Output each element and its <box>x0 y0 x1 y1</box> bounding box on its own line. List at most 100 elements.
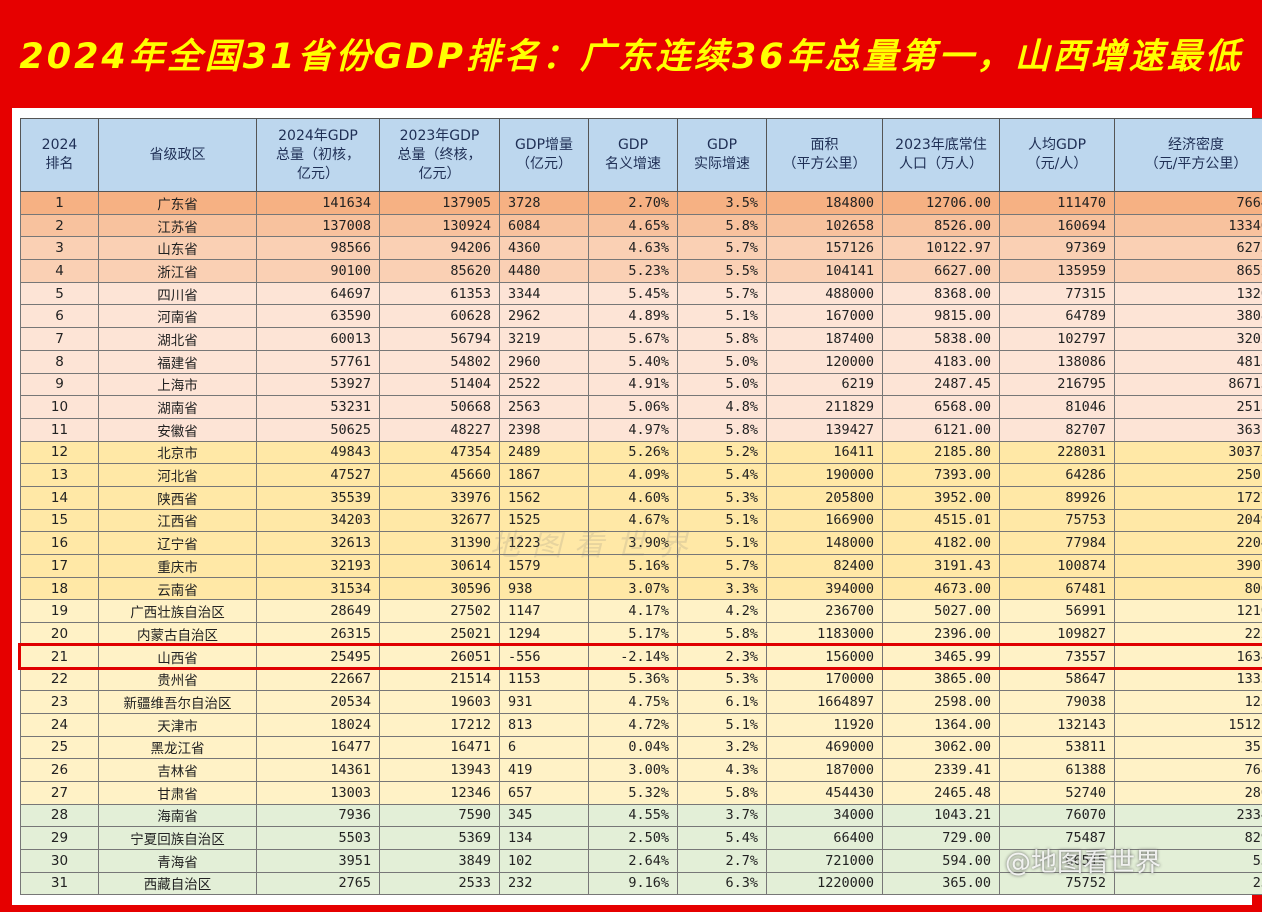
cell: 4.75% <box>588 690 678 714</box>
cell: 9.16% <box>588 871 678 896</box>
table-row: 30 青海省 3951 3849 102 2.64% 2.7% 721000 594.00 665… <box>20 848 1262 873</box>
cell: 1525 <box>499 508 589 533</box>
cell: 9 <box>20 372 99 397</box>
cell: 286 <box>1114 780 1262 805</box>
cell: 800 <box>1114 576 1262 601</box>
cell: 1043.21 <box>882 803 1000 828</box>
cell: 53231 <box>256 395 380 419</box>
table-row: 1 广东省 141634 137905 3728 2.70% 3.5% 184800 12706… <box>20 191 1262 215</box>
cell: 139427 <box>766 417 883 442</box>
table-row: 17 重庆市 32193 30614 1579 5.16% 5.7% 82400 3191.43… <box>20 554 1262 578</box>
cell: 4182.00 <box>882 531 1000 555</box>
cell: 211829 <box>766 395 883 419</box>
cell: 2204 <box>1114 531 1262 555</box>
cell: 1562 <box>499 485 589 510</box>
cell: 5.0% <box>677 372 767 397</box>
cell: 3 <box>20 236 99 261</box>
cell: 3.07% <box>588 576 678 601</box>
cell: 657 <box>499 780 589 805</box>
cell: 1147 <box>499 599 589 624</box>
cell: 729.00 <box>882 826 1000 850</box>
cell: 5.2% <box>677 440 767 465</box>
cell: 5.1% <box>677 712 767 737</box>
cell: 1183000 <box>766 622 883 646</box>
cell: 4.65% <box>588 213 678 238</box>
cell: -556 <box>499 644 589 669</box>
table-row: 3 山东省 98566 94206 4360 4.63% 5.7% 157126 10122.9… <box>20 236 1262 261</box>
cell: 2049 <box>1114 508 1262 533</box>
cell: 1220000 <box>766 871 883 896</box>
cell: 721000 <box>766 848 883 873</box>
cell: 64286 <box>999 463 1115 487</box>
table-body: 1 广东省 141634 137905 3728 2.70% 3.5% 184800 12706… <box>20 191 1262 896</box>
cell: 江苏省 <box>98 213 257 238</box>
cell: 32193 <box>256 554 380 578</box>
cell: 18024 <box>256 712 380 737</box>
cell: 13943 <box>379 758 500 782</box>
cell: 安徽省 <box>98 417 257 442</box>
cell: 10122.97 <box>882 236 1000 261</box>
cell: 湖北省 <box>98 327 257 351</box>
cell: 8526.00 <box>882 213 1000 238</box>
cell: 4.63% <box>588 236 678 261</box>
cell: 5.36% <box>588 667 678 692</box>
cell: 内蒙古自治区 <box>98 622 257 646</box>
cell: 5.23% <box>588 259 678 283</box>
cell: 2398 <box>499 417 589 442</box>
cell: 64789 <box>999 304 1115 329</box>
cell: 232 <box>499 871 589 896</box>
cell: 5.8% <box>677 417 767 442</box>
cell: 0.04% <box>588 735 678 760</box>
cell: 26315 <box>256 622 380 646</box>
cell: 海南省 <box>98 803 257 828</box>
cell: 1210 <box>1114 599 1262 624</box>
cell: 5369 <box>379 826 500 850</box>
cell: 6.1% <box>677 690 767 714</box>
cell: 河南省 <box>98 304 257 329</box>
cell: 22667 <box>256 667 380 692</box>
cell: 3465.99 <box>882 644 1000 669</box>
cell: 5.4% <box>677 826 767 850</box>
cell: 111470 <box>999 191 1115 215</box>
cell: 57761 <box>256 349 380 374</box>
cell: 345 <box>499 803 589 828</box>
cell: 32613 <box>256 531 380 555</box>
cell: 8 <box>20 349 99 374</box>
cell: 141634 <box>256 191 380 215</box>
cell: 江西省 <box>98 508 257 533</box>
cell: 5838.00 <box>882 327 1000 351</box>
cell: 170000 <box>766 667 883 692</box>
cell: 187400 <box>766 327 883 351</box>
table-row: 11 安徽省 50625 48227 2398 4.97% 5.8% 139427 6121.0… <box>20 417 1262 442</box>
cell: 137008 <box>256 213 380 238</box>
cell: 102 <box>499 848 589 873</box>
cell: 3952.00 <box>882 485 1000 510</box>
cell: 15 <box>20 508 99 533</box>
watermark: 地图看世界 <box>490 528 700 563</box>
cell: 13 <box>20 463 99 487</box>
cell: 17 <box>20 554 99 578</box>
cell: 60628 <box>379 304 500 329</box>
cell: 8652 <box>1114 259 1262 283</box>
cell: 55 <box>1114 848 1262 873</box>
cell: 4.09% <box>588 463 678 487</box>
cell: 394000 <box>766 576 883 601</box>
cell: 2.70% <box>588 191 678 215</box>
cell: 26 <box>20 758 99 782</box>
cell: 205800 <box>766 485 883 510</box>
cell: 98566 <box>256 236 380 261</box>
cell: 102658 <box>766 213 883 238</box>
cell: 5.8% <box>677 780 767 805</box>
title: 2024年全国31省份GDP排名：广东连续36年总量第一，山西增速最低 <box>19 37 1243 77</box>
cell: 130924 <box>379 213 500 238</box>
cell: 1223 <box>499 531 589 555</box>
header-row: 2024 排名 省级政区 2024年GDP 总量（初核， 亿元） 2023年GDP 总… <box>20 118 1262 192</box>
cell: 4360 <box>499 236 589 261</box>
cell: 14 <box>20 485 99 510</box>
cell: 1634 <box>1114 644 1262 669</box>
cell: 222 <box>1114 622 1262 646</box>
cell: 469000 <box>766 735 883 760</box>
cell: 2339.41 <box>882 758 1000 782</box>
cell: 228031 <box>999 440 1115 465</box>
cell: 5.8% <box>677 327 767 351</box>
